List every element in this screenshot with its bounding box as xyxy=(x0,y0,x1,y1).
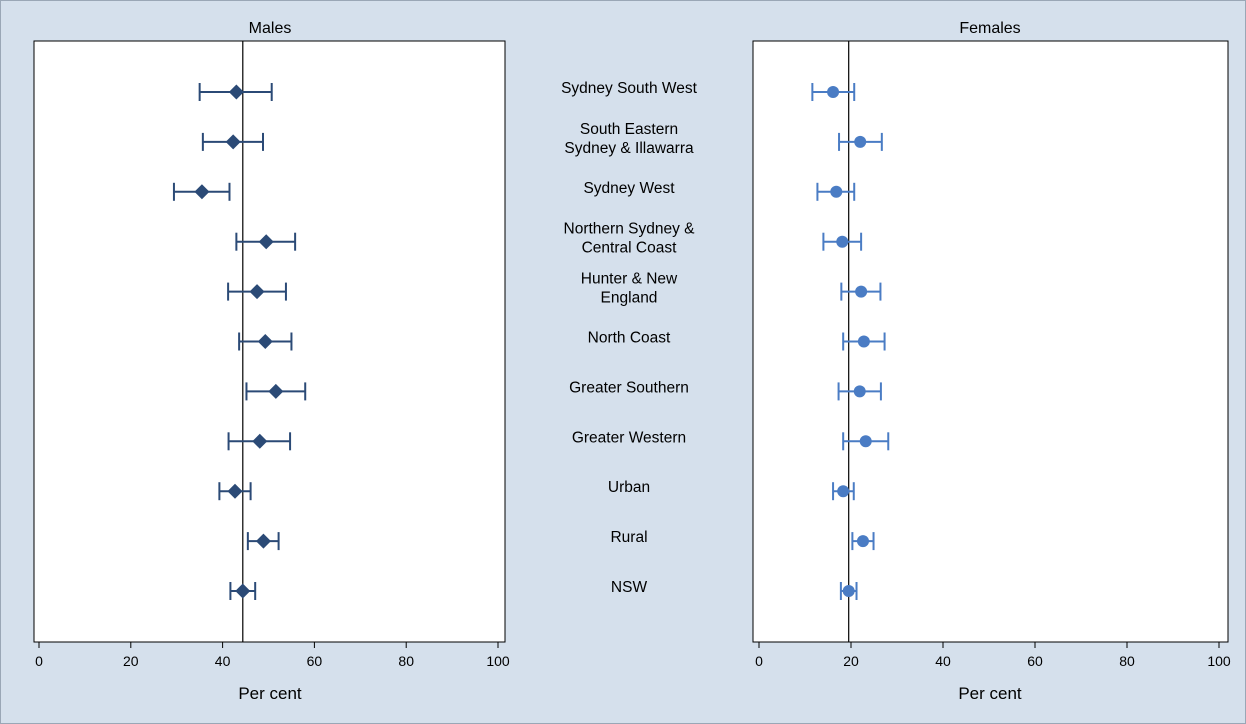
males-estimate-row xyxy=(201,132,264,151)
females-estimate-row xyxy=(842,432,890,451)
x-tick-label: 100 xyxy=(1207,653,1231,669)
males-estimate-row xyxy=(198,83,273,101)
point-estimate-circle xyxy=(827,86,840,98)
x-tick-label: 80 xyxy=(398,653,414,669)
males-estimate-row xyxy=(172,182,231,201)
category-label: Greater Southern xyxy=(569,379,689,396)
males-panel: Males 0 20 40 60 80 100 Per cent xyxy=(33,20,510,703)
males-estimate-row xyxy=(218,482,252,501)
females-estimate-row xyxy=(842,332,886,351)
females-x-axis-title: Per cent xyxy=(958,684,1022,703)
females-estimate-row xyxy=(840,282,882,301)
x-tick-label: 0 xyxy=(35,653,43,669)
point-estimate-diamond xyxy=(227,483,243,499)
males-panel-title: Males xyxy=(249,20,292,37)
males-estimate-row xyxy=(235,232,297,251)
category-label: North Coast xyxy=(588,330,671,347)
males-x-axis-title: Per cent xyxy=(238,684,302,703)
x-tick-label: 20 xyxy=(843,653,859,669)
x-tick-label: 20 xyxy=(123,653,139,669)
males-marks xyxy=(172,41,307,642)
females-plot-area xyxy=(752,40,1229,643)
category-label: Northern Sydney & Central Coast xyxy=(564,221,696,257)
males-x-axis: 0 20 40 60 80 100 xyxy=(35,642,510,669)
males-estimate-row xyxy=(229,582,257,600)
females-estimate-row xyxy=(822,232,863,251)
x-tick-label: 60 xyxy=(1027,653,1043,669)
females-estimate-row xyxy=(811,83,856,101)
x-tick-label: 0 xyxy=(755,653,763,669)
point-estimate-circle xyxy=(859,435,872,448)
males-estimate-row xyxy=(246,532,280,551)
category-label: NSW xyxy=(611,579,648,596)
point-estimate-circle xyxy=(857,335,870,348)
point-estimate-diamond xyxy=(228,84,244,100)
females-estimate-row xyxy=(816,182,856,201)
point-estimate-diamond xyxy=(258,234,274,250)
males-estimate-row xyxy=(227,432,292,451)
x-tick-label: 40 xyxy=(215,653,231,669)
category-label: Hunter & New England xyxy=(581,271,678,307)
point-estimate-circle xyxy=(837,485,850,498)
males-estimate-row xyxy=(245,382,307,401)
females-estimate-row xyxy=(832,482,855,501)
point-estimate-diamond xyxy=(225,134,241,150)
males-estimate-row xyxy=(227,282,287,301)
point-estimate-circle xyxy=(836,235,849,248)
point-estimate-circle xyxy=(854,135,867,148)
point-estimate-diamond xyxy=(235,583,251,599)
females-estimate-row xyxy=(839,582,858,600)
category-label: South Eastern Sydney & Illawarra xyxy=(564,121,694,157)
females-estimate-row xyxy=(851,532,875,551)
point-estimate-diamond xyxy=(194,184,210,200)
point-estimate-circle xyxy=(853,385,866,398)
point-estimate-diamond xyxy=(268,383,284,399)
point-estimate-circle xyxy=(842,585,855,597)
point-estimate-diamond xyxy=(257,334,273,349)
category-label: Greater Western xyxy=(572,429,686,446)
point-estimate-circle xyxy=(830,185,843,198)
category-labels: Sydney South West South Eastern Sydney & I… xyxy=(561,80,698,596)
females-estimate-row xyxy=(838,132,883,151)
category-label: Rural xyxy=(610,529,647,546)
point-estimate-diamond xyxy=(249,284,265,300)
males-estimate-row xyxy=(238,332,293,351)
x-tick-label: 100 xyxy=(486,653,510,669)
point-estimate-circle xyxy=(856,535,869,548)
category-label: Urban xyxy=(608,479,650,496)
females-x-axis: 0 20 40 60 80 100 xyxy=(755,642,1231,669)
point-estimate-circle xyxy=(855,285,868,298)
females-panel: Females 0 20 40 60 80 100 Per cent xyxy=(752,20,1231,703)
point-estimate-diamond xyxy=(252,433,268,449)
x-tick-label: 40 xyxy=(935,653,951,669)
females-estimate-row xyxy=(837,382,882,401)
x-tick-label: 60 xyxy=(307,653,323,669)
point-estimate-diamond xyxy=(255,533,271,549)
females-panel-title: Females xyxy=(959,20,1020,37)
x-tick-label: 80 xyxy=(1119,653,1135,669)
category-label: Sydney West xyxy=(583,180,675,197)
females-marks xyxy=(811,41,890,642)
category-label: Sydney South West xyxy=(561,80,698,97)
